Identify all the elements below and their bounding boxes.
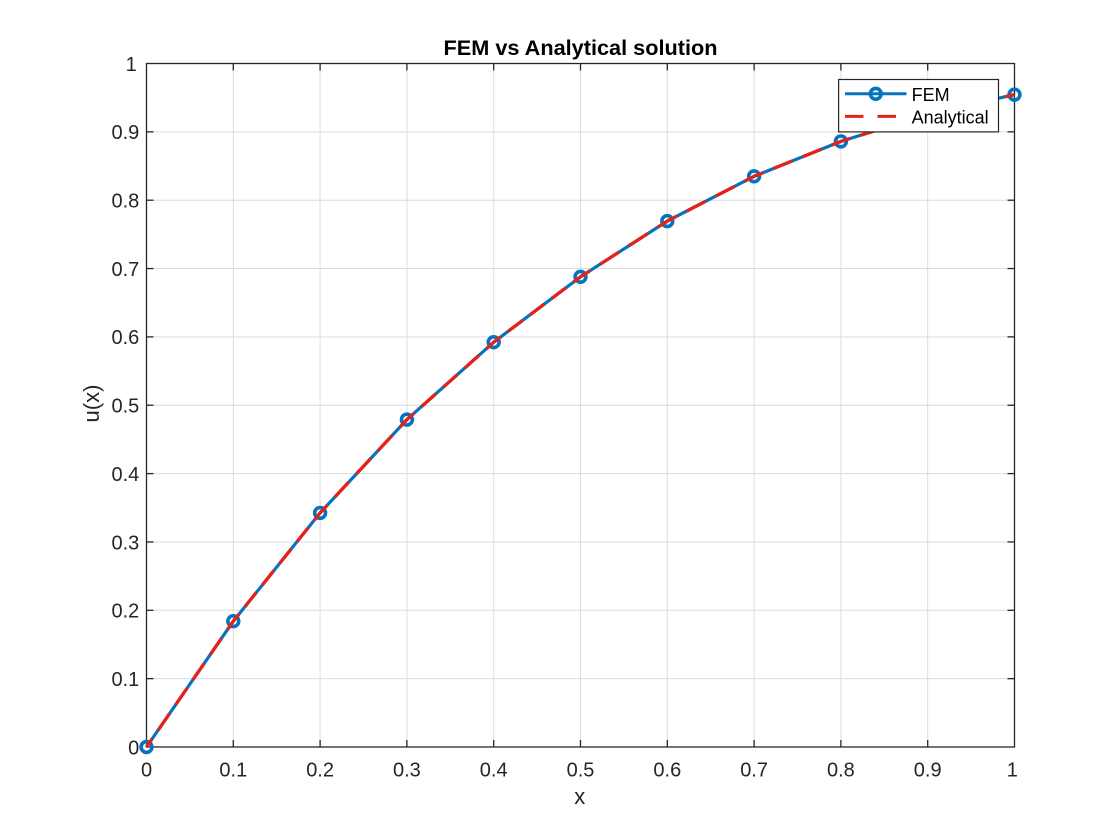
svg-text:0.7: 0.7 xyxy=(740,759,768,781)
svg-text:0.4: 0.4 xyxy=(111,464,139,486)
svg-text:0.6: 0.6 xyxy=(653,759,681,781)
svg-text:1: 1 xyxy=(126,54,137,76)
svg-text:x: x xyxy=(574,784,585,809)
svg-text:0.1: 0.1 xyxy=(111,669,139,691)
svg-text:0.5: 0.5 xyxy=(111,396,139,418)
svg-text:0.2: 0.2 xyxy=(306,759,334,781)
svg-text:0.9: 0.9 xyxy=(914,759,942,781)
svg-text:FEM: FEM xyxy=(912,85,950,105)
svg-text:0.8: 0.8 xyxy=(827,759,855,781)
svg-text:0.9: 0.9 xyxy=(111,122,139,144)
svg-text:0.3: 0.3 xyxy=(111,532,139,554)
svg-text:0.3: 0.3 xyxy=(393,759,421,781)
svg-text:0.1: 0.1 xyxy=(219,759,247,781)
svg-text:0: 0 xyxy=(128,737,139,759)
svg-text:0.6: 0.6 xyxy=(111,327,139,349)
svg-text:0.2: 0.2 xyxy=(111,601,139,623)
svg-text:u(x): u(x) xyxy=(79,385,104,423)
svg-text:0: 0 xyxy=(141,759,152,781)
svg-text:0.4: 0.4 xyxy=(480,759,508,781)
svg-text:FEM vs Analytical solution: FEM vs Analytical solution xyxy=(444,35,718,60)
svg-text:0.5: 0.5 xyxy=(567,759,595,781)
svg-text:0.8: 0.8 xyxy=(111,191,139,213)
svg-text:0.7: 0.7 xyxy=(111,259,139,281)
svg-text:1: 1 xyxy=(1007,759,1018,781)
svg-text:Analytical: Analytical xyxy=(912,108,989,128)
